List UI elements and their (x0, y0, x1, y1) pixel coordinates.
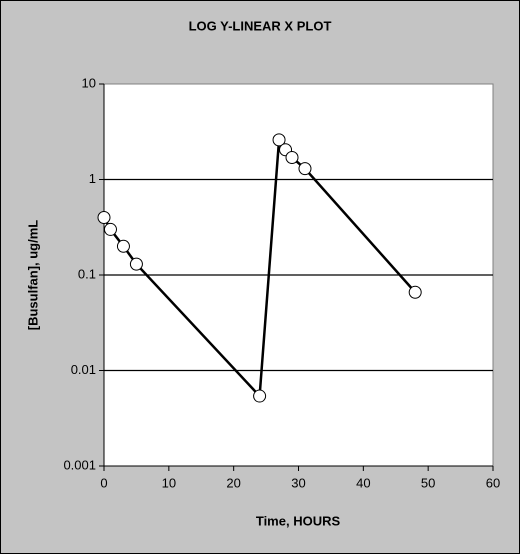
x-tick-label: 20 (226, 475, 240, 490)
data-point (97, 211, 111, 225)
data-point (298, 162, 312, 176)
y-tick-label: 10 (82, 75, 96, 90)
y-tick-label: 0.1 (78, 266, 96, 281)
x-tick-label: 30 (291, 475, 305, 490)
data-point (408, 285, 422, 299)
data-point (253, 389, 267, 403)
y-tick-label: 0.001 (63, 457, 96, 472)
x-tick-label: 10 (162, 475, 176, 490)
data-point (129, 257, 143, 271)
data-point (103, 222, 117, 236)
y-axis-label: [Busulfan], ug/mL (25, 220, 40, 331)
data-point (272, 133, 286, 147)
y-tick-label: 1 (89, 171, 96, 186)
x-tick-label: 50 (421, 475, 435, 490)
x-tick-label: 60 (486, 475, 500, 490)
data-line (102, 136, 417, 399)
y-tick-label: 0.01 (71, 362, 96, 377)
x-axis-label: Time, HOURS (256, 513, 341, 528)
data-point (116, 239, 130, 253)
x-tick-label: 0 (100, 475, 107, 490)
data-point (285, 150, 299, 164)
chart-title: LOG Y-LINEAR X PLOT (189, 18, 332, 33)
x-tick-label: 40 (356, 475, 370, 490)
